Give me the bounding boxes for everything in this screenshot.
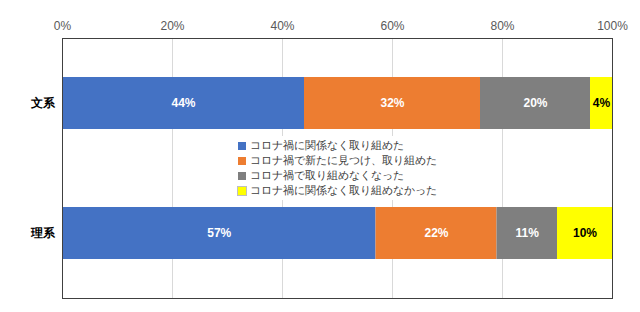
- svg-text:80%: 80%: [490, 19, 514, 33]
- html-text:コロナ禍で新たに見つけ、取り組めた: コロナ禍で新たに見つけ、取り組めた: [250, 154, 437, 166]
- svg-text:32%: 32%: [380, 96, 404, 110]
- svg-text:44%: 44%: [171, 96, 195, 110]
- svg-text:11%: 11%: [516, 226, 540, 240]
- svg-text:文系: 文系: [30, 96, 56, 110]
- html-text:コロナ禍で取り組めなくなった: コロナ禍で取り組めなくなった: [250, 169, 404, 181]
- svg-text:22%: 22%: [424, 226, 448, 240]
- svg-text:0%: 0%: [54, 19, 72, 33]
- svg-text:4%: 4%: [593, 96, 611, 110]
- svg-text:100%: 100%: [597, 19, 628, 33]
- svg-text:20%: 20%: [160, 19, 184, 33]
- svg-text:10%: 10%: [573, 226, 597, 240]
- html-text:コロナ禍に関係なく取り組めなかった: コロナ禍に関係なく取り組めなかった: [250, 184, 437, 196]
- svg-text:40%: 40%: [270, 19, 294, 33]
- html-text:コロナ禍に関係なく取り組めた: コロナ禍に関係なく取り組めた: [250, 139, 404, 151]
- svg-text:60%: 60%: [380, 19, 404, 33]
- svg-text:20%: 20%: [523, 96, 547, 110]
- svg-text:57%: 57%: [207, 226, 231, 240]
- svg-text:理系: 理系: [30, 226, 56, 240]
